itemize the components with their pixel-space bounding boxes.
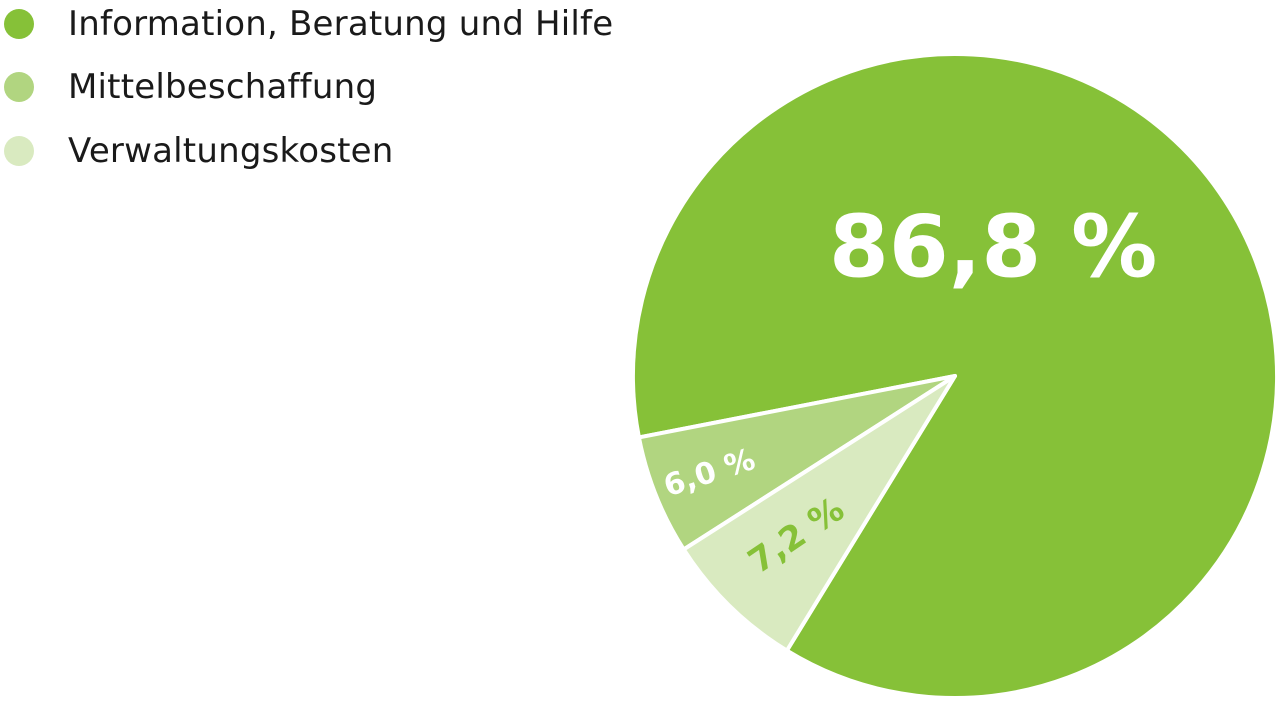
- legend-swatch-information: [4, 9, 34, 39]
- pie-slice-label-0: 86,8 %: [829, 197, 1157, 297]
- legend-swatch-verwaltungskosten: [4, 136, 34, 166]
- legend-item-mittelbeschaffung: Mittelbeschaffung: [4, 67, 613, 107]
- legend-item-verwaltungskosten: Verwaltungskosten: [4, 131, 613, 171]
- legend-label-verwaltungskosten: Verwaltungskosten: [68, 131, 394, 171]
- legend-item-information: Information, Beratung und Hilfe: [4, 4, 613, 44]
- legend-label-mittelbeschaffung: Mittelbeschaffung: [68, 67, 378, 107]
- legend-label-information: Information, Beratung und Hilfe: [68, 4, 614, 44]
- pie-slice-1: [636, 374, 957, 552]
- chart-legend: Information, Beratung und Hilfe Mittelbe…: [4, 0, 613, 171]
- pie-slice-2: [681, 374, 957, 653]
- legend-swatch-mittelbeschaffung: [4, 72, 34, 102]
